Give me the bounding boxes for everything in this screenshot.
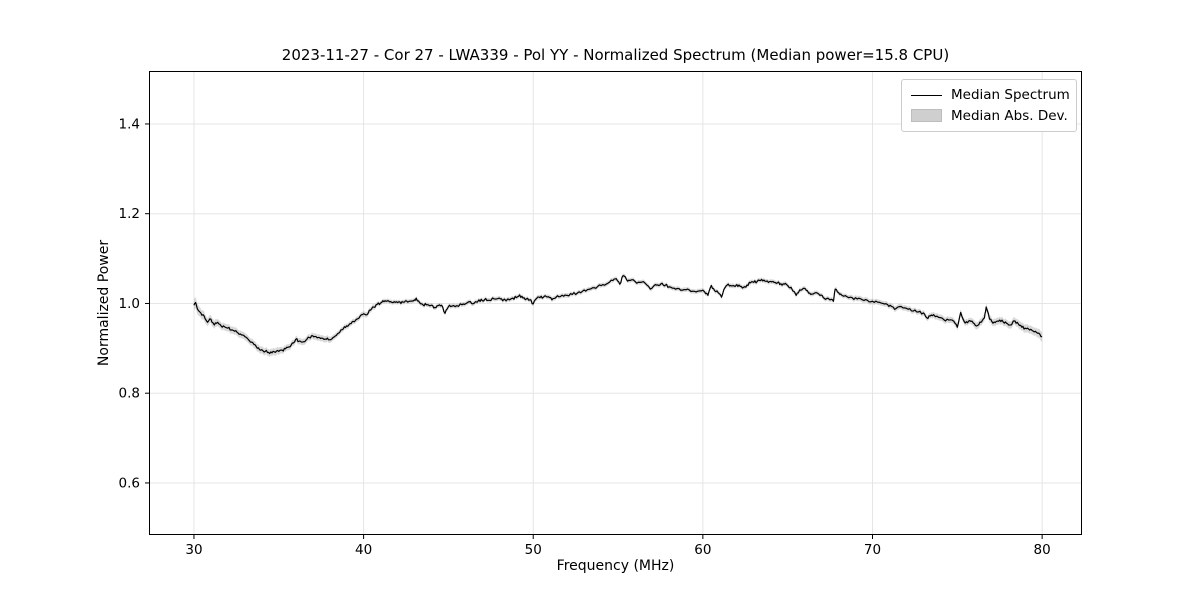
legend-label: Median Spectrum — [951, 87, 1070, 104]
x-tick-label: 30 — [185, 542, 202, 558]
legend: Median Spectrum Median Abs. Dev. — [901, 79, 1077, 132]
x-tick-label: 60 — [694, 542, 711, 558]
legend-entry-median-spectrum: Median Spectrum — [911, 87, 1070, 104]
legend-label: Median Abs. Dev. — [951, 107, 1068, 124]
y-tick-label: 1.4 — [119, 116, 140, 132]
legend-entry-median-abs-dev: Median Abs. Dev. — [911, 107, 1068, 124]
mad-band — [193, 273, 1043, 358]
chart-title: 2023-11-27 - Cor 27 - LWA339 - Pol YY - … — [281, 46, 950, 64]
y-tick-label: 1.0 — [119, 296, 140, 312]
x-tick-label: 40 — [355, 542, 372, 558]
y-axis-label: Normalized Power — [96, 239, 112, 367]
x-axis-label: Frequency (MHz) — [556, 558, 675, 574]
median-spectrum-line — [193, 275, 1043, 355]
x-tick-label: 80 — [1034, 542, 1051, 558]
y-tick-label: 0.6 — [119, 475, 140, 491]
x-tick-label: 50 — [525, 542, 542, 558]
y-tick-label: 1.2 — [119, 206, 140, 222]
x-tick-label: 70 — [864, 542, 881, 558]
legend-line-swatch — [911, 94, 942, 96]
axes-spines — [149, 71, 1082, 535]
legend-patch-swatch — [911, 109, 942, 123]
y-tick-label: 0.8 — [119, 386, 140, 402]
